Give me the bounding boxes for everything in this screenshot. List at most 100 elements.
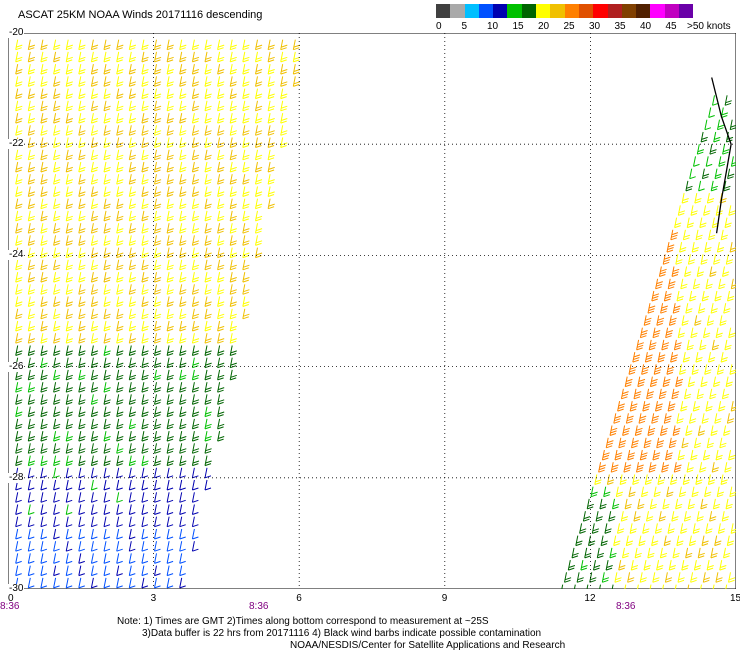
wind-barb xyxy=(90,308,99,320)
wind-barb xyxy=(598,462,606,473)
wind-barb xyxy=(65,443,73,454)
wind-barb xyxy=(128,210,137,222)
wind-barb xyxy=(614,572,622,583)
wind-barb xyxy=(622,547,630,559)
wind-barb xyxy=(141,504,149,515)
wind-barb xyxy=(204,479,212,491)
wind-barb xyxy=(719,437,727,449)
wind-barb xyxy=(724,339,732,351)
wind-barb xyxy=(154,516,161,528)
wind-barb xyxy=(78,394,86,405)
wind-barb xyxy=(166,272,174,283)
wind-barb xyxy=(255,88,263,100)
wind-barb xyxy=(641,364,649,375)
wind-barb xyxy=(78,174,86,185)
wind-barb xyxy=(217,137,225,148)
wind-barb xyxy=(27,39,36,51)
wind-barb xyxy=(267,76,275,87)
wind-barb xyxy=(78,345,86,356)
wind-barb xyxy=(53,284,61,295)
wind-barb xyxy=(658,511,666,522)
wind-barb xyxy=(714,535,722,547)
wind-barb xyxy=(692,278,701,290)
wind-barb xyxy=(644,474,653,485)
wind-barb xyxy=(116,149,124,161)
wind-barb xyxy=(564,572,572,583)
wind-barb xyxy=(712,498,721,510)
wind-barb xyxy=(179,76,187,87)
wind-barb xyxy=(280,39,288,51)
wind-barb xyxy=(141,259,149,271)
wind-barb xyxy=(15,235,23,246)
wind-barb xyxy=(191,320,200,332)
wind-barb xyxy=(599,584,601,589)
wind-barb xyxy=(65,394,73,405)
wind-barb xyxy=(65,382,73,393)
wind-barb xyxy=(696,266,704,277)
wind-barb xyxy=(103,284,111,295)
wind-barb xyxy=(27,76,36,87)
wind-barb xyxy=(179,247,187,259)
wind-barb xyxy=(53,51,61,63)
wind-barb xyxy=(658,266,667,277)
wind-barb xyxy=(53,223,61,234)
wind-barb xyxy=(166,565,174,577)
wind-barb xyxy=(154,431,162,442)
wind-barb xyxy=(700,254,708,265)
wind-barb xyxy=(624,584,627,589)
wind-barb xyxy=(280,113,288,124)
wind-barb xyxy=(65,528,73,540)
wind-barb xyxy=(618,437,627,449)
wind-barb xyxy=(103,259,111,271)
wind-barb xyxy=(141,125,149,136)
wind-barb xyxy=(267,149,275,161)
wind-barb xyxy=(141,553,149,564)
wind-barb xyxy=(191,235,200,246)
wind-barb xyxy=(90,259,99,271)
wind-barb xyxy=(166,528,174,540)
wind-barb xyxy=(116,516,123,528)
wind-barb xyxy=(128,223,137,234)
wind-barb xyxy=(654,523,663,534)
wind-barb xyxy=(242,39,250,51)
wind-barb xyxy=(103,406,111,418)
wind-barb xyxy=(141,210,149,222)
wind-barb xyxy=(27,247,36,259)
wind-barb xyxy=(676,413,684,424)
wind-barb xyxy=(242,284,250,295)
wind-barb xyxy=(53,259,61,271)
wind-barb xyxy=(217,369,225,381)
wind-barb xyxy=(15,418,23,430)
wind-barb xyxy=(128,51,137,63)
wind-barb xyxy=(229,320,237,332)
wind-barb xyxy=(154,357,162,369)
legend-tick-label: 5 xyxy=(461,21,468,32)
wind-barb xyxy=(128,479,136,491)
wind-barb xyxy=(696,388,704,400)
wind-barb xyxy=(204,210,212,222)
wind-barb xyxy=(141,418,149,430)
wind-barb xyxy=(166,174,174,185)
wind-barb xyxy=(15,296,23,307)
wind-barb xyxy=(204,406,212,418)
wind-barb xyxy=(90,296,99,307)
wind-barb xyxy=(725,584,728,589)
wind-barb xyxy=(204,455,212,467)
wind-barb xyxy=(90,455,99,467)
wind-barb xyxy=(633,388,642,400)
wind-barb xyxy=(78,259,86,271)
wind-barb xyxy=(65,247,73,259)
wind-barb xyxy=(690,327,698,339)
wind-barb xyxy=(729,486,736,498)
wind-barb xyxy=(714,168,722,180)
wind-barb xyxy=(191,333,200,344)
wind-barb xyxy=(191,125,200,136)
legend-swatch xyxy=(621,4,637,18)
wind-barb xyxy=(78,125,86,136)
wind-barb xyxy=(179,479,186,491)
wind-barb xyxy=(15,174,23,185)
wind-barb xyxy=(191,357,200,369)
lat-lon-grid xyxy=(8,33,736,589)
wind-barb xyxy=(27,479,35,491)
wind-barb xyxy=(154,174,162,185)
